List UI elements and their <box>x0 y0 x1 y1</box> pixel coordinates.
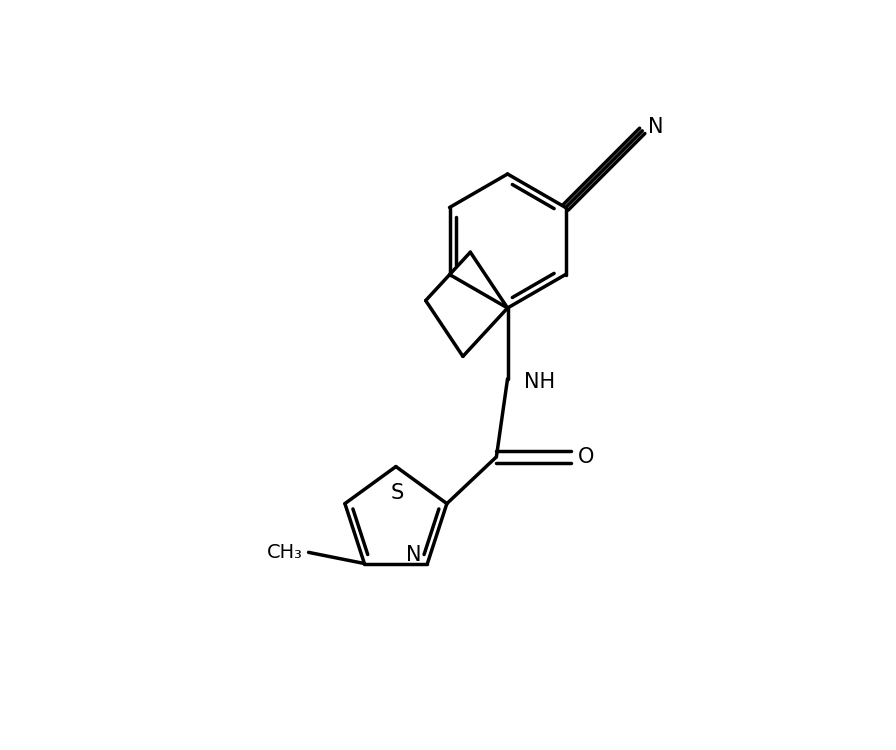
Text: CH₃: CH₃ <box>267 543 303 562</box>
Text: N: N <box>406 544 422 565</box>
Text: N: N <box>648 117 664 137</box>
Text: NH: NH <box>524 373 555 392</box>
Text: O: O <box>578 447 595 467</box>
Text: S: S <box>391 483 404 503</box>
